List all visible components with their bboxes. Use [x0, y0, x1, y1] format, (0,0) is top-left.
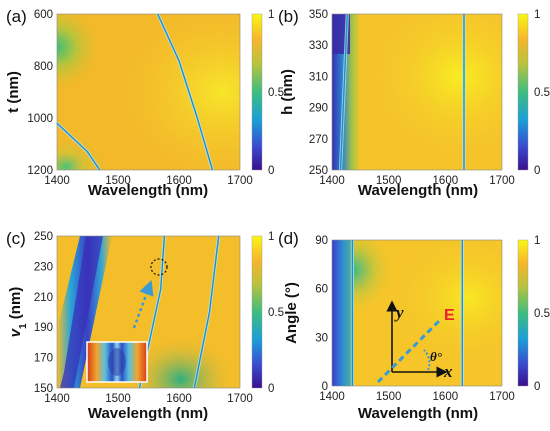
panel-a-xtick: 1600	[166, 175, 192, 187]
panel-d-ytick: 60	[315, 284, 328, 296]
panel-a-ytick: 800	[34, 61, 53, 73]
panel-b-ylabel: h (nm)	[279, 69, 296, 115]
panel-c: v1 (nm) Wavelength (nm) (c) 1400 1500 1600…	[6, 229, 284, 422]
panel-b-colorbar: 00.51	[517, 9, 550, 177]
panel-d-ytick: 30	[315, 332, 328, 344]
panel-a-resonance-line	[157, 13, 214, 171]
panel-d-colorbar-tick: 1	[534, 235, 540, 247]
panel-b-colorbar-tick: 0.5	[534, 87, 550, 99]
panel-c-frame	[56, 235, 241, 389]
panel-c-ytick: 190	[34, 322, 53, 334]
panel-a-frame	[56, 13, 241, 171]
panel-c-label: (c)	[6, 229, 26, 248]
panel-b-heatmap	[332, 14, 502, 170]
panel-c-xlabel: Wavelength (nm)	[88, 405, 208, 422]
panel-b-ytick: 270	[309, 134, 328, 146]
panel-d-resonance-lines	[350, 240, 464, 386]
panel-d-ytick: 90	[315, 235, 328, 247]
panel-b-colorbar-tick: 0	[534, 165, 540, 177]
panel-b-xtick: 1700	[489, 175, 515, 187]
panel-b-ytick: 330	[309, 40, 328, 52]
panel-c-ytick: 170	[34, 353, 53, 365]
panel-a-ytick: 600	[34, 9, 53, 21]
panel-c-ticks: 1400 1500 1600 1700 150 170 190 210 230 250	[34, 231, 253, 405]
panel-b: h (nm) Wavelength (nm) (b) 1400 1500 1600 1…	[278, 7, 550, 199]
panel-d-xtick: 1600	[433, 391, 459, 403]
panel-b-ytick: 350	[309, 9, 328, 21]
panel-b-ytick: 310	[309, 71, 328, 83]
panel-a-ticks: 1400 1500 1600 1700 600 800 1000 1200	[27, 9, 252, 187]
panel-a-colorbar-tick: 0.5	[268, 87, 284, 99]
y-axis-label: y	[394, 303, 404, 322]
e-field-line	[376, 318, 442, 384]
e-field-label: E	[444, 307, 455, 324]
panel-a-xtick: 1500	[105, 175, 131, 187]
panel-b-xtick: 1400	[319, 175, 345, 187]
panel-c-xtick: 1400	[44, 393, 70, 405]
panel-d-xtick: 1500	[376, 391, 402, 403]
panel-d-colorbar-tick: 0.5	[534, 308, 550, 320]
panel-a-ylabel: t (nm)	[5, 71, 22, 113]
panel-b-ytick: 290	[309, 103, 328, 115]
panel-d-colorbar-tick: 0	[534, 381, 540, 393]
panel-d-colorbar: 00.51	[517, 235, 550, 393]
panel-a-resonance-lines	[55, 13, 215, 171]
panel-c-xtick: 1500	[105, 393, 131, 405]
panel-a-xtick: 1400	[44, 175, 70, 187]
x-axis-label: x	[443, 362, 453, 381]
panel-c-resonance-line	[193, 235, 220, 389]
panel-d-ticks: 1400 1500 1600 1700 0 30 60 90	[315, 235, 515, 403]
panel-d-xtick: 1400	[319, 391, 345, 403]
panel-d-ytick: 0	[322, 381, 328, 393]
panel-c-colorbar-tick: 1	[268, 231, 274, 243]
panel-b-label: (b)	[278, 7, 299, 26]
panel-c-ytick: 210	[34, 292, 53, 304]
panel-b-ytick: 250	[309, 165, 328, 177]
panel-c-xtick: 1600	[166, 393, 192, 405]
panel-c-colorbar-tick: 0	[268, 383, 274, 395]
mode-marker-circle	[150, 258, 168, 276]
field-profile-inset	[86, 341, 148, 383]
panel-a-xlabel: Wavelength (nm)	[88, 182, 208, 199]
panel-c-ytick: 250	[34, 231, 53, 243]
panel-d-heatmap	[332, 240, 502, 386]
panel-a: t (nm) Wavelength (nm) (a) 1400 1500 1600 1…	[5, 7, 284, 199]
panel-d-xlabel: Wavelength (nm)	[358, 405, 478, 422]
panel-c-heatmap	[57, 236, 240, 388]
panel-c-ylabel: v1 (nm)	[7, 287, 29, 338]
panel-d-xtick: 1700	[489, 391, 515, 403]
panel-b-frame	[331, 13, 503, 171]
panel-a-resonance-line	[56, 122, 101, 171]
panel-c-ytick: 230	[34, 261, 53, 273]
angle-arc	[423, 349, 431, 371]
panel-d-label: (d)	[278, 229, 299, 248]
panel-b-resonance-line	[339, 13, 348, 171]
panel-a-ytick: 1000	[27, 113, 53, 125]
panel-b-xlabel: Wavelength (nm)	[358, 182, 478, 199]
panel-d: y x E θ° Angle (°) Wavelength (nm) (d) 1…	[278, 229, 550, 422]
panel-a-colorbar-tick: 0	[268, 165, 274, 177]
panel-a-xtick: 1700	[227, 175, 253, 187]
panel-c-xtick: 1700	[227, 393, 253, 405]
panel-a-colorbar: 00.51	[251, 9, 284, 177]
mode-pointer-arrow	[132, 279, 154, 329]
panel-d-frame	[331, 239, 503, 387]
panel-b-colorbar-tick: 1	[534, 9, 540, 21]
panel-b-xtick: 1500	[376, 175, 402, 187]
panel-c-colorbar-tick: 0.5	[268, 307, 284, 319]
panel-b-ticks: 1400 1500 1600 1700 250 270 290 310 330 350	[309, 9, 515, 187]
angle-label: θ°	[430, 349, 443, 364]
panel-b-resonance-lines	[338, 13, 466, 171]
panel-c-ytick: 150	[34, 383, 53, 395]
panel-a-ytick: 1200	[27, 165, 53, 177]
panel-a-heatmap	[57, 14, 240, 170]
panel-d-ylabel: Angle (°)	[283, 282, 300, 344]
panel-a-label: (a)	[6, 7, 27, 26]
panel-c-colorbar: 00.51	[251, 231, 284, 395]
panel-a-colorbar-tick: 1	[268, 9, 274, 21]
panel-b-xtick: 1600	[433, 175, 459, 187]
polarization-diagram: y x E θ°	[376, 300, 455, 384]
